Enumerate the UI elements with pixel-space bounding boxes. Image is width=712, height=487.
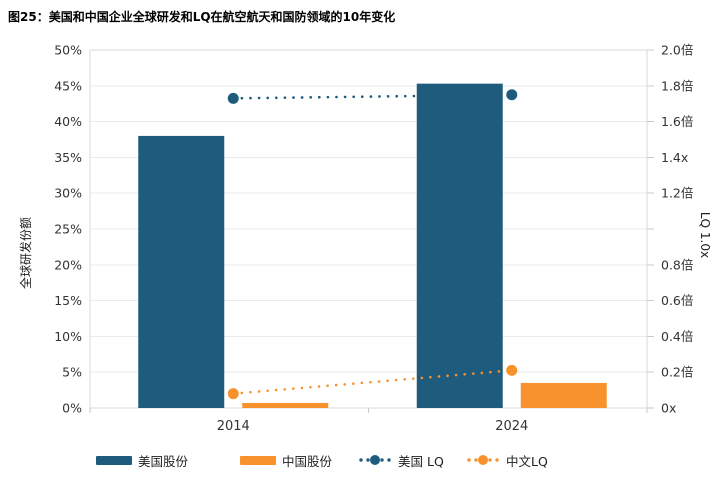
- left-axis-tick-label: 10%: [54, 329, 82, 344]
- legend-dot-icon: [478, 455, 488, 465]
- legend-dot-icon: [488, 458, 492, 462]
- legend-dot-icon: [359, 458, 363, 462]
- legend-dot-icon: [467, 458, 471, 462]
- bar-us-share-2024: [416, 83, 503, 408]
- point-china-lq-2024: [506, 364, 518, 376]
- left-axis-tick-label: 5%: [62, 365, 82, 380]
- left-axis-tick-label: 20%: [54, 257, 82, 272]
- right-axis-tick-label: 1.8倍: [661, 78, 693, 93]
- x-axis-category-label: 2024: [495, 419, 528, 434]
- line-us-lq: [231, 93, 514, 100]
- legend-swatch-china-share: [240, 455, 276, 465]
- right-axis-title: LQ 1.0x: [698, 212, 712, 258]
- point-us-lq-2024: [506, 89, 518, 101]
- legend-line-sample-china-lq: [467, 455, 499, 465]
- left-axis-tick-label: 0%: [62, 401, 82, 416]
- right-axis-tick-label: 0.6倍: [661, 293, 693, 308]
- left-axis-tick-label: 40%: [54, 114, 82, 129]
- bar-us-share-2014: [138, 135, 225, 409]
- bar-china-share-2014: [242, 402, 329, 408]
- line-china-lq: [231, 369, 514, 395]
- left-axis-tick-label: 45%: [54, 78, 82, 93]
- legend-item-china-lq: 中文LQ: [466, 452, 548, 469]
- left-axis-tick-label: 25%: [54, 222, 82, 237]
- right-axis-tick-label: 0.8倍: [661, 257, 693, 272]
- legend-item-us-share: 美国股份: [96, 452, 189, 469]
- legend-dot-icon: [387, 458, 391, 462]
- legend-label-china-share: 中国股份: [282, 453, 333, 469]
- left-axis-tick-label: 30%: [54, 186, 82, 201]
- legend-dot-icon: [495, 458, 499, 462]
- right-axis-tick-label: 1.6倍: [661, 114, 693, 129]
- legend-label-china-lq: 中文LQ: [506, 453, 548, 469]
- figure-title: 图25：美国和中国企业全球研发和LQ在航空航天和国防领域的10年变化: [8, 10, 396, 24]
- legend-dot-icon: [366, 458, 370, 462]
- legend-dot-icon: [474, 458, 478, 462]
- point-china-lq-2014: [227, 388, 239, 400]
- x-axis-category-label: 2014: [217, 419, 250, 434]
- left-axis-title: 全球研发份额: [18, 217, 33, 289]
- legend-label-us-share: 美国股份: [138, 453, 189, 469]
- legend-line-sample-us-lq: [359, 455, 391, 465]
- right-axis-tick-label: 0.4倍: [661, 329, 693, 344]
- right-axis-tick-label: 0.2倍: [661, 365, 693, 380]
- left-axis-tick-label: 35%: [54, 150, 82, 165]
- right-axis-tick-label: 1.4x: [661, 150, 688, 165]
- legend-label-us-lq: 美国 LQ: [398, 453, 444, 469]
- right-axis-tick-label: 2.0倍: [661, 43, 693, 58]
- legend-item-us-lq: 美国 LQ: [358, 452, 444, 469]
- left-axis-tick-label: 15%: [54, 293, 82, 308]
- legend-dot-icon: [380, 458, 384, 462]
- bar-china-share-2024: [520, 382, 607, 408]
- right-axis-tick-label: 0x: [661, 401, 676, 416]
- legend-swatch-us-share: [96, 455, 132, 465]
- left-axis-tick-label: 50%: [54, 43, 82, 58]
- legend-dot-icon: [370, 455, 380, 465]
- right-axis-tick-label: 1.2倍: [661, 186, 693, 201]
- point-us-lq-2014: [227, 92, 239, 104]
- legend-item-china-share: 中国股份: [240, 452, 333, 469]
